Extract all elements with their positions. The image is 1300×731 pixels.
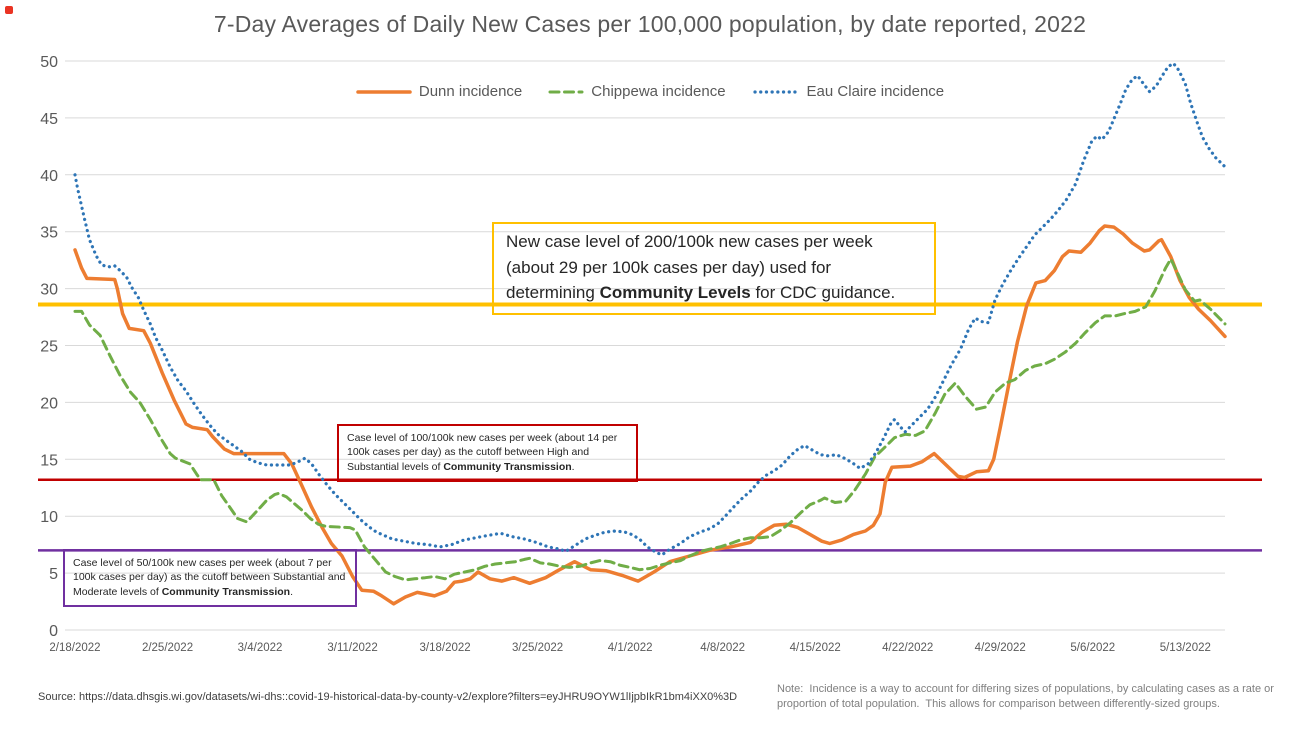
x-axis-tick-label: 4/22/2022 <box>882 642 933 654</box>
source-citation: Source: https://data.dhsgis.wi.gov/datas… <box>38 691 738 703</box>
series-line-chippewa-incidence <box>73 257 1227 582</box>
x-axis-tick-label: 2/25/2022 <box>142 642 193 654</box>
annotation-text: New case level of 200/100k new cases per… <box>506 232 873 302</box>
annotation-high-substantial-cutoff: Case level of 100/100k new cases per wee… <box>337 424 638 483</box>
x-axis-tick-label: 3/25/2022 <box>512 642 563 654</box>
x-axis-tick-label: 3/18/2022 <box>420 642 471 654</box>
y-axis-tick-label: 0 <box>49 623 58 640</box>
legend-item-dunn: Dunn incidence <box>356 83 522 100</box>
legend-label-eau-claire: Eau Claire incidence <box>806 83 945 100</box>
x-axis-tick-label: 2/18/2022 <box>49 642 100 654</box>
y-axis-tick-label: 35 <box>40 225 58 242</box>
x-axis-tick-label: 3/11/2022 <box>327 642 377 654</box>
y-axis-tick-label: 50 <box>40 54 58 71</box>
y-axis-tick-label: 40 <box>40 168 58 185</box>
annotation-substantial-moderate-cutoff: Case level of 50/100k new cases per week… <box>63 549 357 608</box>
annotation-bold-text: Community Levels <box>599 283 751 302</box>
y-axis-tick-label: 20 <box>40 395 58 412</box>
y-axis-tick-label: 5 <box>49 566 58 583</box>
legend-item-eau-claire: Eau Claire incidence <box>752 83 945 100</box>
y-axis-tick-label: 15 <box>40 452 58 469</box>
legend: Dunn incidence Chippewa incidence Eau Cl… <box>0 83 1300 100</box>
x-axis-tick-label: 3/4/2022 <box>238 642 283 654</box>
dunn-solid-line-icon <box>356 89 412 94</box>
y-axis-tick-label: 25 <box>40 339 58 356</box>
eau-claire-dotted-line-icon <box>752 89 800 94</box>
annotation-bold-text: Community Transmission <box>443 460 572 473</box>
x-axis-tick-label: 4/29/2022 <box>975 642 1026 654</box>
x-axis-tick-label: 4/1/2022 <box>608 642 653 654</box>
annotation-text: Case level of 50/100k new cases per week… <box>73 557 346 598</box>
chippewa-dashed-line-icon <box>548 90 584 93</box>
y-axis-tick-label: 45 <box>40 111 58 128</box>
annotation-text: . <box>290 585 293 598</box>
note-text: Note: Incidence is a way to account for … <box>777 683 1277 710</box>
annotation-text: . <box>571 460 575 473</box>
annotation-bold-text: Community Transmission <box>161 585 291 598</box>
legend-item-chippewa: Chippewa incidence <box>548 83 726 100</box>
chart-title: 7-Day Averages of Daily New Cases per 10… <box>213 11 1087 37</box>
x-axis-tick-label: 5/6/2022 <box>1070 642 1115 654</box>
legend-label-dunn: Dunn incidence <box>418 83 523 100</box>
annotation-text: Case level of 100/100k new cases per wee… <box>347 432 618 473</box>
legend-label-chippewa: Chippewa incidence <box>591 83 726 100</box>
x-axis-tick-label: 4/8/2022 <box>700 642 745 654</box>
y-axis-tick-label: 30 <box>40 282 58 299</box>
y-axis-tick-label: 10 <box>40 509 58 526</box>
annotation-cdc-community-levels: New case level of 200/100k new cases per… <box>492 222 936 315</box>
annotation-text: for CDC guidance. <box>750 283 896 302</box>
x-axis-tick-label: 4/15/2022 <box>790 642 841 654</box>
series-line-eau-claire-incidence <box>73 61 1227 557</box>
x-axis-tick-label: 5/13/2022 <box>1160 642 1211 654</box>
red-dot-artifact <box>5 6 13 14</box>
